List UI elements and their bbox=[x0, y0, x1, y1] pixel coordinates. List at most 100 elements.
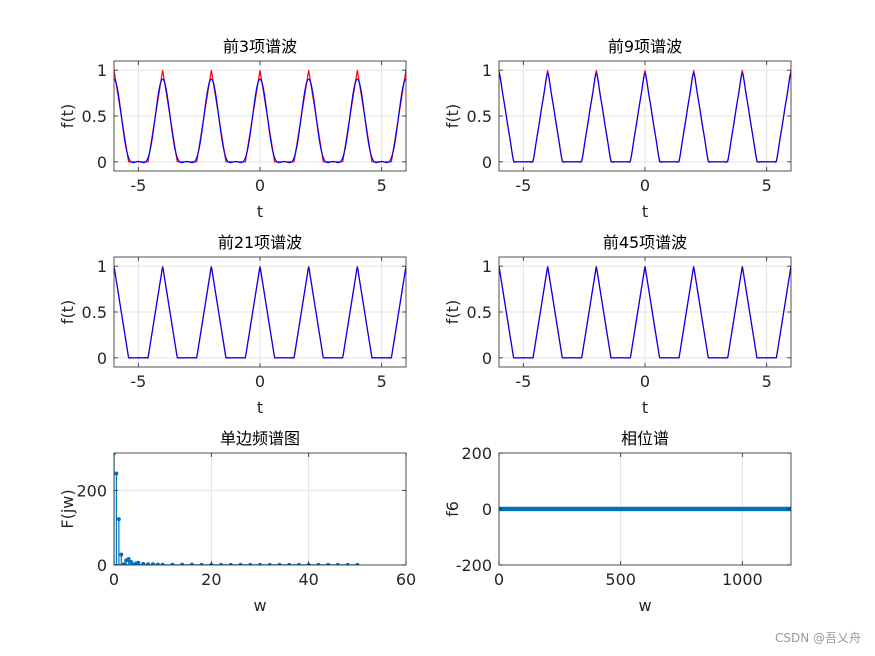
subplot-title: 相位谱 bbox=[621, 429, 669, 448]
x-axis-label: w bbox=[638, 596, 651, 615]
stem-marker bbox=[155, 562, 160, 565]
x-axis-label: t bbox=[642, 398, 648, 417]
y-tick-label: 200 bbox=[461, 444, 492, 463]
y-axis-label: f(t) bbox=[58, 104, 77, 128]
stem-marker bbox=[136, 560, 141, 565]
stem-marker bbox=[180, 562, 185, 565]
y-tick-label: 0 bbox=[97, 349, 107, 368]
x-tick-label: 60 bbox=[396, 570, 416, 589]
stem-marker bbox=[238, 562, 243, 565]
stem-marker bbox=[150, 562, 155, 565]
subplot-5: 0 20 40 60 0 200 单边频谱图 w F(jw) bbox=[58, 429, 416, 615]
x-tick-label: 500 bbox=[605, 570, 636, 589]
stem-marker bbox=[146, 562, 151, 565]
series-approx-line bbox=[499, 266, 791, 359]
stem-marker bbox=[228, 562, 233, 565]
subplot-title: 前3项谱波 bbox=[223, 37, 297, 56]
subplot-title: 前9项谱波 bbox=[608, 37, 682, 56]
y-tick-label: 1 bbox=[97, 61, 107, 80]
x-tick-label: -5 bbox=[130, 372, 146, 391]
x-tick-label: 5 bbox=[762, 176, 772, 195]
stem-marker bbox=[189, 562, 194, 565]
stem-marker bbox=[114, 453, 116, 455]
y-tick-label: -200 bbox=[456, 556, 492, 575]
series-approx-line bbox=[114, 265, 406, 359]
x-tick-label: -5 bbox=[130, 176, 146, 195]
x-tick-label: 20 bbox=[201, 570, 221, 589]
x-tick-label: -5 bbox=[515, 372, 531, 391]
stem-marker bbox=[119, 552, 124, 557]
y-tick-label: 0 bbox=[482, 153, 492, 172]
stem-marker bbox=[199, 562, 204, 565]
stem-marker bbox=[267, 562, 272, 565]
stem-marker bbox=[258, 562, 262, 565]
subplot-4: -5 0 5 0 0.5 1 前45项谱波 t f(t) bbox=[443, 233, 792, 417]
y-tick-label: 0.5 bbox=[467, 303, 492, 322]
y-axis-label: f(t) bbox=[58, 300, 77, 324]
stem-marker bbox=[316, 562, 321, 565]
x-tick-label: 5 bbox=[377, 176, 387, 195]
plot-content bbox=[499, 506, 791, 512]
stem-marker bbox=[277, 562, 282, 565]
x-tick-label: 0 bbox=[640, 372, 650, 391]
stem-marker bbox=[170, 562, 175, 565]
y-tick-label: 0.5 bbox=[82, 107, 107, 126]
y-axis-label: f(t) bbox=[443, 300, 462, 324]
stem-marker bbox=[248, 562, 253, 565]
x-tick-label: 0 bbox=[109, 570, 119, 589]
stem-marker bbox=[219, 562, 224, 565]
x-tick-label: 0 bbox=[640, 176, 650, 195]
stem-marker bbox=[129, 560, 134, 565]
axes-frame bbox=[113, 452, 407, 566]
x-axis-label: t bbox=[642, 202, 648, 221]
stem-marker bbox=[345, 562, 350, 565]
x-tick-label: 1000 bbox=[722, 570, 763, 589]
y-tick-label: 0.5 bbox=[467, 107, 492, 126]
y-tick-label: 1 bbox=[482, 61, 492, 80]
plot-content bbox=[114, 453, 360, 565]
stem-marker bbox=[355, 562, 360, 565]
subplot-title: 前45项谱波 bbox=[603, 233, 687, 252]
y-tick-label: 200 bbox=[76, 481, 107, 500]
series-approx-line bbox=[114, 78, 406, 164]
x-axis-label: t bbox=[257, 398, 263, 417]
stem-marker bbox=[326, 562, 331, 565]
subplot-title: 单边频谱图 bbox=[220, 429, 300, 448]
plot-area bbox=[114, 453, 406, 565]
stem-marker bbox=[126, 557, 131, 562]
subplot-1: -5 0 5 0 0.5 1 前3项谱波 t f(t) bbox=[58, 37, 407, 221]
series-original-line bbox=[114, 70, 406, 163]
series-approx-line bbox=[499, 72, 791, 163]
y-tick-label: 0 bbox=[482, 349, 492, 368]
y-axis-label: f6 bbox=[443, 501, 462, 517]
subplot-3: -5 0 5 0 0.5 1 前21项谱波 t f(t) bbox=[58, 233, 407, 417]
y-axis-label: f(t) bbox=[443, 104, 462, 128]
y-tick-label: 1 bbox=[97, 257, 107, 276]
subplot-title: 前21项谱波 bbox=[218, 233, 302, 252]
plot-content bbox=[114, 70, 406, 164]
x-tick-label: 40 bbox=[298, 570, 318, 589]
y-tick-label: 0 bbox=[97, 556, 107, 575]
y-tick-label: 0 bbox=[482, 500, 492, 519]
stem-marker bbox=[114, 471, 119, 476]
plot-content bbox=[114, 265, 406, 359]
stem-marker bbox=[160, 562, 165, 565]
watermark: CSDN @吾乂舟 bbox=[774, 631, 861, 645]
x-tick-label: -5 bbox=[515, 176, 531, 195]
stem-marker bbox=[335, 562, 340, 565]
series-original-line bbox=[499, 266, 791, 359]
stem-marker bbox=[121, 562, 126, 565]
stem-marker bbox=[287, 562, 292, 565]
x-tick-label: 0 bbox=[255, 176, 265, 195]
plot-content bbox=[499, 70, 791, 163]
x-tick-label: 5 bbox=[762, 372, 772, 391]
x-tick-label: 5 bbox=[377, 372, 387, 391]
stem-marker bbox=[141, 561, 146, 565]
y-tick-label: 0 bbox=[97, 153, 107, 172]
x-tick-label: 0 bbox=[494, 570, 504, 589]
x-axis-label: w bbox=[253, 596, 266, 615]
stem-marker bbox=[116, 517, 121, 522]
x-tick-label: 0 bbox=[255, 372, 265, 391]
